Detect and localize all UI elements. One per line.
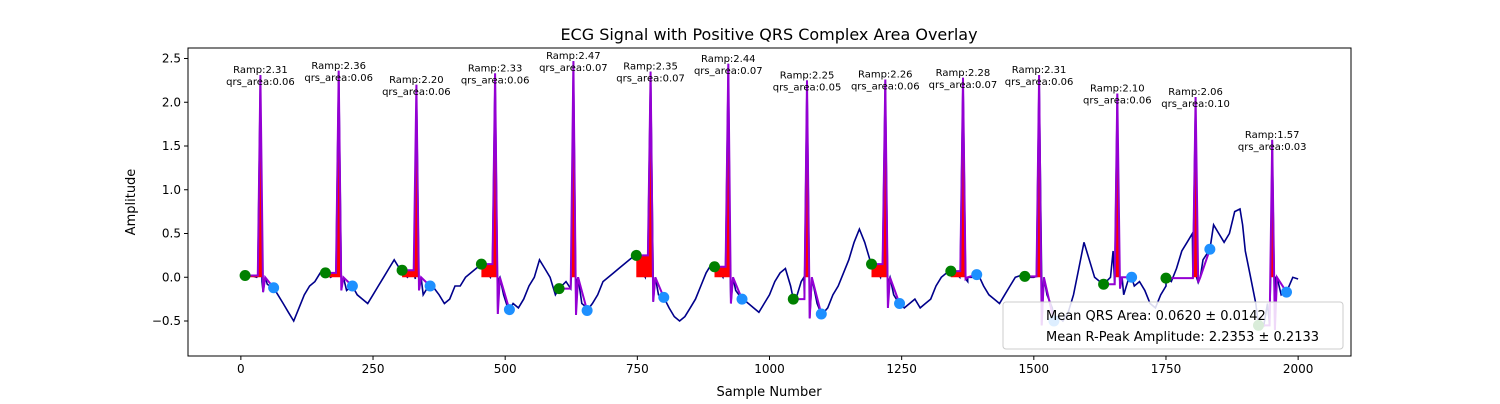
legend: Mean QRS Area: 0.0620 ± 0.0142 Mean R-Pe… [1002, 301, 1344, 350]
qrs-segment-line [793, 80, 823, 319]
annotation-ramp: Ramp:2.33 [468, 63, 523, 74]
annotation-ramp: Ramp:2.10 [1090, 84, 1145, 95]
x-tick-label: 1250 [886, 362, 917, 376]
annotation-layer: Ramp:2.31qrs_area:0.06Ramp:2.36qrs_area:… [226, 51, 1306, 153]
qrs-segment-line [481, 73, 511, 315]
x-tick-label: 1750 [1151, 362, 1182, 376]
annotation-ramp: Ramp:2.25 [780, 70, 835, 81]
y-tick-label: 2.0 [162, 95, 181, 109]
qrs-segment-line [714, 63, 743, 304]
y-tick-label: 1.0 [162, 183, 181, 197]
annotation-qrs-area: qrs_area:0.03 [1238, 142, 1307, 153]
q-point-marker [553, 283, 565, 295]
q-point-marker [239, 270, 251, 281]
q-point-marker [396, 264, 408, 276]
annotation-qrs-area: qrs_area:0.06 [1083, 96, 1152, 107]
s-point-marker [346, 280, 358, 292]
q-point-marker [319, 267, 331, 279]
y-tick-label: 1.5 [162, 139, 181, 153]
annotation-qrs-area: qrs_area:0.06 [304, 73, 373, 84]
annotation-qrs-area: qrs_area:0.06 [382, 87, 451, 98]
annotation-ramp: Ramp:2.26 [858, 70, 913, 81]
annotation-ramp: Ramp:2.20 [389, 75, 444, 86]
q-point-marker [787, 293, 799, 305]
annotation-ramp: Ramp:1.57 [1245, 130, 1300, 141]
s-point-marker [658, 291, 670, 303]
qrs-segment-line [636, 71, 665, 302]
annotation-ramp: Ramp:2.31 [1012, 65, 1067, 76]
annotation-qrs-area: qrs_area:0.06 [461, 75, 530, 86]
axis-layer: 0 250 500 750 1000 1250 1500 1750 2000 −0.5 0.0 0.5… [152, 52, 1314, 377]
q-point-marker [709, 261, 721, 273]
q-point-marker [1098, 278, 1110, 290]
x-tick-label: 500 [494, 362, 517, 376]
x-tick-label: 1000 [754, 362, 785, 376]
annotation-ramp: Ramp:2.28 [936, 68, 991, 79]
x-tick-label: 1500 [1019, 362, 1050, 376]
x-tick-label: 0 [237, 362, 245, 376]
x-axis-title: Sample Number [716, 385, 822, 400]
annotation-qrs-area: qrs_area:0.07 [694, 66, 763, 77]
legend-entry-qrs-area: Mean QRS Area: 0.0620 ± 0.0142 [1046, 309, 1266, 324]
annotation-qrs-area: qrs_area:0.06 [851, 82, 920, 93]
qrs-segment-line [950, 77, 977, 282]
x-tick-label: 250 [362, 362, 385, 376]
qrs-segment-line [1103, 93, 1132, 289]
q-point-marker [630, 249, 642, 261]
s-point-marker [268, 282, 280, 294]
q-point-marker [866, 258, 878, 270]
qrs-segment-line [245, 75, 275, 293]
y-tick-label: 0.5 [162, 227, 181, 241]
y-axis-title: Amplitude [124, 169, 139, 236]
s-point-marker [1126, 271, 1138, 283]
s-point-marker [503, 304, 515, 316]
s-point-marker [1204, 243, 1216, 255]
y-tick-label: −0.5 [152, 314, 181, 328]
q-point-marker [1160, 272, 1172, 284]
s-point-marker [736, 293, 748, 305]
qrs-area-fill [1166, 97, 1201, 278]
annotation-ramp: Ramp:2.36 [311, 61, 366, 72]
chart-title: ECG Signal with Positive QRS Complex Are… [560, 25, 977, 44]
s-point-marker [581, 305, 593, 316]
qrs-segment-line [559, 61, 589, 315]
plot-layer [239, 61, 1299, 331]
annotation-qrs-area: qrs_area:0.06 [1005, 77, 1074, 88]
annotation-ramp: Ramp:2.35 [623, 62, 678, 73]
annotation-ramp: Ramp:2.44 [701, 54, 756, 65]
s-point-marker [815, 308, 827, 320]
annotation-ramp: Ramp:2.31 [233, 65, 288, 76]
y-tick-label: 0.0 [162, 270, 181, 284]
y-tick-label: 2.5 [162, 52, 181, 66]
qrs-segment-line [1166, 96, 1211, 283]
annotation-qrs-area: qrs_area:0.07 [929, 80, 998, 91]
s-point-marker [894, 298, 906, 309]
x-tick-label: 2000 [1283, 362, 1314, 376]
annotation-qrs-area: qrs_area:0.07 [539, 63, 608, 74]
q-point-marker [945, 265, 957, 277]
qrs-segment-line [402, 84, 431, 291]
annotation-qrs-area: qrs_area:0.06 [226, 77, 295, 88]
annotation-ramp: Ramp:2.47 [546, 51, 601, 62]
q-point-marker [475, 258, 487, 270]
legend-entry-r-peak: Mean R-Peak Amplitude: 2.2353 ± 0.2133 [1046, 330, 1319, 345]
q-point-marker [1019, 270, 1031, 282]
annotation-ramp: Ramp:2.06 [1168, 87, 1223, 98]
qrs-segment-line [325, 70, 354, 291]
x-tick-label: 750 [626, 362, 649, 376]
annotation-qrs-area: qrs_area:0.07 [616, 74, 685, 85]
annotation-qrs-area: qrs_area:0.05 [773, 82, 842, 93]
s-point-marker [424, 280, 436, 292]
annotation-qrs-area: qrs_area:0.10 [1161, 99, 1230, 110]
s-point-marker [971, 269, 983, 281]
qrs-segment-line [1024, 75, 1055, 326]
s-point-marker [1281, 286, 1293, 298]
qrs-segment-line [871, 79, 901, 308]
legend-box [1002, 301, 1344, 350]
